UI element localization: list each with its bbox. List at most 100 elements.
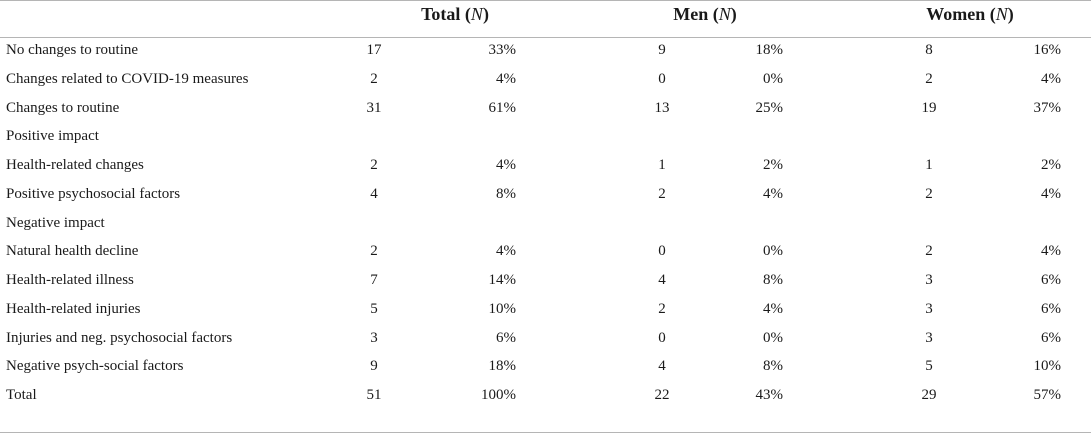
total-percent: 8% <box>496 185 516 202</box>
men-percent: 8% <box>763 272 783 288</box>
table-top-rule <box>0 0 1091 1</box>
total-percent: 33% <box>488 42 517 58</box>
header-men: Men (N) <box>673 4 737 24</box>
row-label: Positive psychosocial factors <box>6 185 181 202</box>
header-total: Total (N) <box>421 4 489 24</box>
women-count: 8 <box>925 42 933 58</box>
table-row: Positive psychosocial factors 4 8% 2 4% 2 4% <box>0 180 1091 209</box>
row-label: No changes to routine <box>6 42 139 58</box>
women-count: 3 <box>925 272 933 288</box>
total-percent: 10% <box>488 300 517 317</box>
total-percent: 61% <box>488 99 517 116</box>
men-count: 4 <box>658 358 666 375</box>
table-row: Changes to routine 31 61% 13 25% 19 37% <box>0 94 1091 123</box>
total-percent: 6% <box>496 329 516 346</box>
men-percent: 0% <box>763 329 783 346</box>
total-count: 4 <box>370 185 378 202</box>
men-percent: 43% <box>755 387 784 403</box>
total-count: 2 <box>370 243 378 260</box>
men-percent: 2% <box>763 157 783 173</box>
table-row: No changes to routine 17 33% 9 18% 8 16% <box>0 36 1091 65</box>
total-count: 17 <box>366 42 382 58</box>
total-percent: 4% <box>496 157 516 173</box>
header-total-n: N <box>470 4 483 24</box>
total-percent: 4% <box>496 243 516 260</box>
header-men-n: N <box>718 4 731 24</box>
women-percent: 6% <box>1041 272 1061 288</box>
women-count: 2 <box>925 70 933 87</box>
men-percent: 8% <box>763 358 783 375</box>
men-count: 0 <box>658 70 666 87</box>
table-row: Health-related illness 7 14% 4 8% 3 6% <box>0 266 1091 295</box>
men-percent: 0% <box>763 70 783 87</box>
row-label: Injuries and neg. psychosocial factors <box>6 329 233 346</box>
women-count: 3 <box>925 329 933 346</box>
total-percent: 4% <box>496 70 516 87</box>
table-row: Health-related changes 2 4% 1 2% 1 2% <box>0 151 1091 180</box>
women-count: 5 <box>925 358 933 375</box>
row-label: Health-related changes <box>6 157 144 173</box>
row-label: Natural health decline <box>6 243 139 260</box>
men-percent: 4% <box>763 185 783 202</box>
men-count: 2 <box>658 300 666 317</box>
table-row: Negative psych-social factors 9 18% 4 8% 5 10% <box>0 352 1091 381</box>
table-row: Natural health decline 2 4% 0 0% 2 4% <box>0 237 1091 266</box>
header-women: Women (N) <box>926 4 1014 24</box>
women-percent: 37% <box>1033 99 1062 116</box>
women-percent: 4% <box>1041 185 1061 202</box>
men-count: 0 <box>658 329 666 346</box>
total-percent: 100% <box>481 387 516 403</box>
men-count: 13 <box>654 99 670 116</box>
total-count: 51 <box>366 387 382 403</box>
women-percent: 2% <box>1041 157 1061 173</box>
women-percent: 6% <box>1041 300 1061 317</box>
table-bottom-rule <box>0 432 1091 433</box>
row-label: Changes to routine <box>6 99 120 116</box>
row-label: Health-related injuries <box>6 300 141 317</box>
men-count: 22 <box>654 387 670 403</box>
table-row: Injuries and neg. psychosocial factors 3 6… <box>0 324 1091 353</box>
table-row: Positive impact <box>0 122 1091 151</box>
row-label: Negative impact <box>6 214 105 231</box>
men-count: 4 <box>658 272 666 288</box>
header-women-n: N <box>995 4 1008 24</box>
row-label: Changes related to COVID-19 measures <box>6 70 249 87</box>
header-rule <box>0 37 1091 38</box>
men-count: 0 <box>658 243 666 260</box>
total-count: 9 <box>370 358 378 375</box>
row-label: Total <box>6 387 37 403</box>
women-count: 2 <box>925 185 933 202</box>
total-count: 2 <box>370 157 378 173</box>
table-row: Changes related to COVID-19 measures 2 4% 0… <box>0 65 1091 94</box>
women-count: 2 <box>925 243 933 260</box>
row-label: Positive impact <box>6 128 99 145</box>
table-row: Total 51 100% 22 43% 29 57% <box>0 381 1091 410</box>
total-count: 2 <box>370 70 378 87</box>
women-count: 19 <box>921 99 937 116</box>
total-percent: 14% <box>488 272 517 288</box>
men-percent: 0% <box>763 243 783 260</box>
total-percent: 18% <box>488 358 517 375</box>
total-count: 5 <box>370 300 378 317</box>
table-row: Health-related injuries 5 10% 2 4% 3 6% <box>0 295 1091 324</box>
row-label: Negative psych-social factors <box>6 358 184 375</box>
table-row: Negative impact <box>0 209 1091 238</box>
total-count: 31 <box>366 99 382 116</box>
women-percent: 10% <box>1033 358 1062 375</box>
women-percent: 4% <box>1041 70 1061 87</box>
men-count: 9 <box>658 42 666 58</box>
women-percent: 16% <box>1033 42 1062 58</box>
women-count: 29 <box>921 387 937 403</box>
total-count: 7 <box>370 272 378 288</box>
men-percent: 25% <box>755 99 784 116</box>
women-percent: 4% <box>1041 243 1061 260</box>
men-percent: 18% <box>755 42 784 58</box>
men-count: 2 <box>658 185 666 202</box>
women-count: 1 <box>925 157 933 173</box>
men-percent: 4% <box>763 300 783 317</box>
men-count: 1 <box>658 157 666 173</box>
women-percent: 6% <box>1041 329 1061 346</box>
women-count: 3 <box>925 300 933 317</box>
total-count: 3 <box>370 329 378 346</box>
